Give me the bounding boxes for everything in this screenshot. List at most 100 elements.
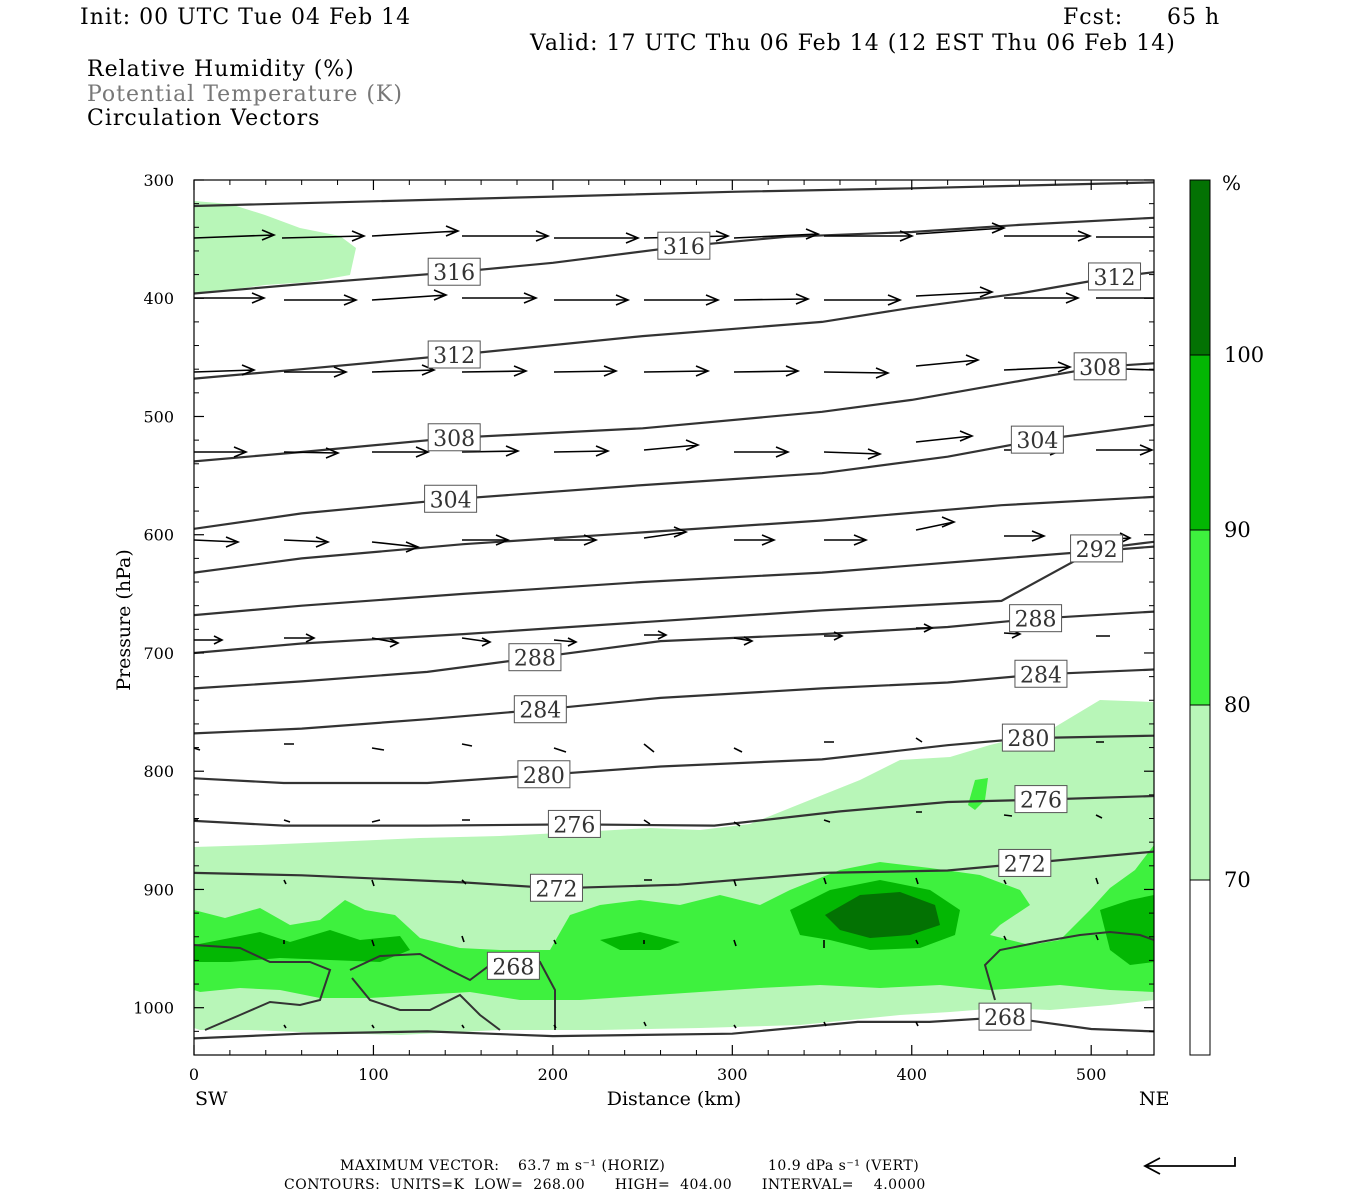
svg-text:276: 276: [553, 813, 595, 838]
contour-label-308: 308: [1073, 352, 1127, 381]
colorbar-label: 100: [1224, 343, 1264, 367]
contour-label-276: 276: [547, 809, 601, 838]
colorbar-70-80: [1189, 704, 1211, 881]
y-tick-label: 300: [143, 171, 174, 190]
svg-text:316: 316: [663, 235, 705, 260]
y-tick-label: 700: [143, 644, 174, 663]
rh-100-patch-east: [825, 892, 940, 938]
contour-268-loop-west: [194, 944, 332, 1031]
contour-line-304: [194, 423, 1154, 530]
x-tick-label: 400: [896, 1065, 927, 1084]
y-tick-label: 400: [143, 289, 174, 308]
contour-label-308: 308: [427, 423, 481, 452]
svg-text:304: 304: [430, 488, 472, 513]
rh-70-upper-patch: [194, 201, 356, 294]
colorbar-100-plus: [1189, 179, 1211, 356]
svg-text:312: 312: [433, 344, 475, 369]
max-vector-horizontal: 63.7 m s⁻¹ (HORIZ): [518, 1158, 666, 1174]
vector-row-350: [194, 222, 1154, 244]
contour-line-308: [194, 362, 1154, 463]
init-time: Init: 00 UTC Tue 04 Feb 14: [80, 5, 412, 30]
contour-label-288: 288: [1009, 604, 1063, 633]
svg-text:280: 280: [523, 764, 565, 789]
plot-frame: [193, 179, 1155, 1056]
rh-90-patch-northeast: [1100, 895, 1154, 965]
svg-text:276: 276: [1020, 789, 1062, 814]
field-rh-label: Relative Humidity (%): [87, 57, 355, 82]
vector-row-780: [194, 737, 1104, 753]
contour-label-316: 316: [657, 231, 711, 260]
vector-row-600: [194, 516, 1132, 553]
rh-90-patch-west: [194, 930, 410, 962]
x-tick-label: 300: [717, 1065, 748, 1084]
svg-text:292: 292: [1076, 538, 1118, 563]
reference-vector-arrow: [1143, 1157, 1236, 1175]
contour-268-loop-inner: [351, 977, 501, 1031]
contour-label-292: 292: [1070, 534, 1124, 563]
contour-268-loop-center: [349, 952, 556, 1030]
contour-line-300: [194, 495, 1154, 574]
vector-row-400: [194, 286, 1154, 306]
contour-label-272: 272: [529, 873, 583, 902]
vector-row-470: [194, 354, 1154, 379]
contour-line-268: [194, 1016, 1154, 1040]
contour-line-312: [194, 271, 1154, 380]
svg-text:284: 284: [1020, 663, 1062, 688]
contour-line-296: [194, 545, 1154, 617]
ne-label: NE: [1139, 1088, 1170, 1110]
y-tick-label: 1000: [133, 999, 174, 1018]
contour-label-284: 284: [513, 695, 567, 724]
contour-line-276: [194, 794, 1154, 827]
contour-line-288: [194, 610, 1154, 690]
contour-label-284: 284: [1014, 659, 1068, 688]
svg-text:304: 304: [1016, 429, 1058, 454]
contour-label-312: 312: [1088, 262, 1142, 291]
contour-line-280: [194, 734, 1154, 785]
contour-line-320: [194, 181, 1154, 208]
svg-text:288: 288: [1015, 608, 1057, 633]
contour-label-304: 304: [424, 484, 478, 513]
valid-time: Valid: 17 UTC Thu 06 Feb 14 (12 EST Thu …: [530, 31, 1176, 56]
contour-label-272: 272: [998, 848, 1052, 877]
colorbar-label: 70: [1224, 868, 1251, 892]
x-tick-label: 100: [358, 1065, 389, 1084]
svg-text:280: 280: [1007, 727, 1049, 752]
y-tick-label: 600: [143, 526, 174, 545]
colorbar-unit: %: [1222, 171, 1241, 195]
colorbar-below-70: [1189, 879, 1211, 1056]
contour-label-280: 280: [1001, 723, 1055, 752]
svg-text:288: 288: [514, 647, 556, 672]
svg-text:308: 308: [1079, 356, 1121, 381]
field-vector-label: Circulation Vectors: [87, 106, 321, 131]
x-axis-title: Distance (km): [607, 1088, 742, 1110]
contour-268-loop-east: [983, 930, 1154, 1001]
svg-text:272: 272: [1004, 852, 1046, 877]
axes: 300 400 500 600 700 800 900 1000 0 100 200 300 400 50…: [133, 171, 1154, 1084]
svg-text:272: 272: [535, 877, 577, 902]
contour-label-316: 316: [427, 257, 481, 286]
svg-text:268: 268: [984, 1006, 1026, 1031]
forecast-label: Fcst:: [1063, 5, 1124, 30]
contour-label-304: 304: [1010, 425, 1064, 454]
svg-text:312: 312: [1094, 266, 1136, 291]
vector-row-950: [283, 934, 1099, 948]
contour-label-268: 268: [978, 1002, 1032, 1031]
max-vector-label: MAXIMUM VECTOR:: [340, 1158, 500, 1174]
contour-line-284: [194, 668, 1154, 735]
vector-row-700: [194, 623, 1110, 648]
colorbar-80-90: [1189, 529, 1211, 706]
y-tick-label: 800: [143, 762, 174, 781]
contour-label-280: 280: [517, 760, 571, 789]
svg-text:316: 316: [433, 261, 475, 286]
field-theta-label: Potential Temperature (K): [87, 82, 403, 107]
contour-label-268: 268: [486, 951, 540, 980]
svg-text:308: 308: [433, 427, 475, 452]
colorbar-label: 90: [1224, 518, 1251, 542]
contour-label-276: 276: [1014, 785, 1068, 814]
x-tick-label: 0: [189, 1065, 199, 1084]
rh-90-patch-middle: [600, 932, 680, 950]
colorbar: 100 90 80 70%: [1189, 171, 1264, 1056]
colorbar-90-100: [1189, 354, 1211, 531]
x-tick-label: 500: [1076, 1065, 1107, 1084]
